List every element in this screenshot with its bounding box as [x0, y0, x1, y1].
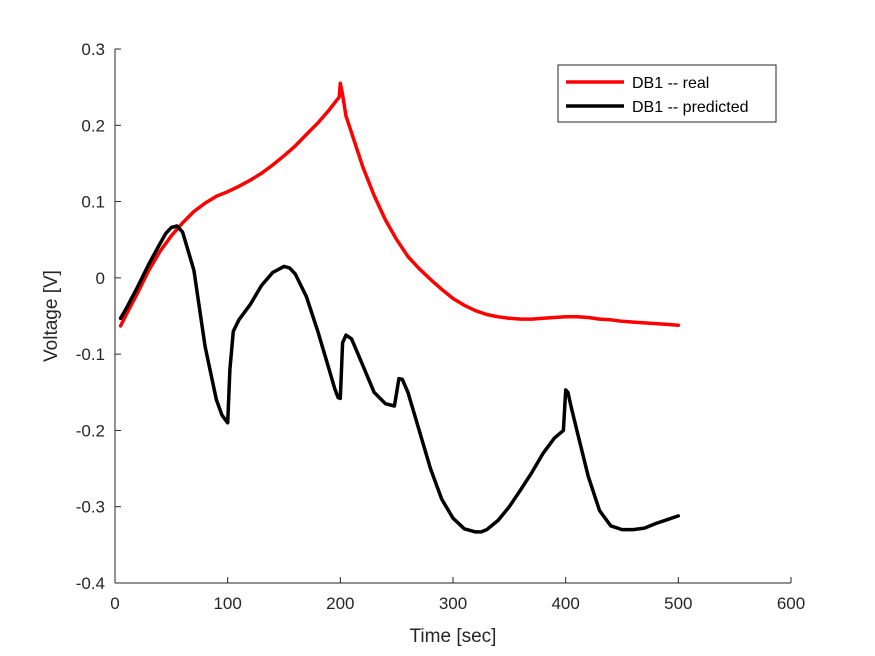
y-tick-label: -0.1 [76, 345, 105, 364]
x-tick-label: 600 [777, 594, 805, 613]
y-tick-layer: -0.4 -0.3 -0.2 -0.1 0 0.1 0.2 0.3 [76, 40, 121, 593]
y-tick-label: -0.2 [76, 421, 105, 440]
legend-label-predicted: DB1 -- predicted [632, 99, 749, 116]
y-tick-label: 0.1 [81, 193, 105, 212]
x-tick-label: 200 [326, 594, 354, 613]
x-tick-layer: 0 100 200 300 400 500 600 [110, 577, 805, 613]
x-tick-label: 400 [551, 594, 579, 613]
legend-label-real: DB1 -- real [632, 75, 709, 92]
x-tick-label: 100 [213, 594, 241, 613]
y-tick-label: -0.3 [76, 498, 105, 517]
y-axis-title: Voltage [V] [41, 270, 62, 362]
x-tick-label: 300 [439, 594, 467, 613]
x-axis-title: Time [sec] [410, 626, 497, 647]
y-tick-label: 0 [96, 269, 105, 288]
x-tick-label: 500 [664, 594, 692, 613]
y-tick-label: 0.2 [81, 116, 105, 135]
y-tick-label: 0.3 [81, 40, 105, 59]
series-layer [118, 81, 681, 534]
legend-box [557, 64, 777, 123]
series-line-predicted [118, 224, 681, 534]
legend: DB1 -- real DB1 -- predicted [557, 64, 777, 123]
y-tick-label: -0.4 [76, 574, 105, 593]
x-tick-label: 0 [110, 594, 119, 613]
series-line-real [118, 81, 681, 328]
